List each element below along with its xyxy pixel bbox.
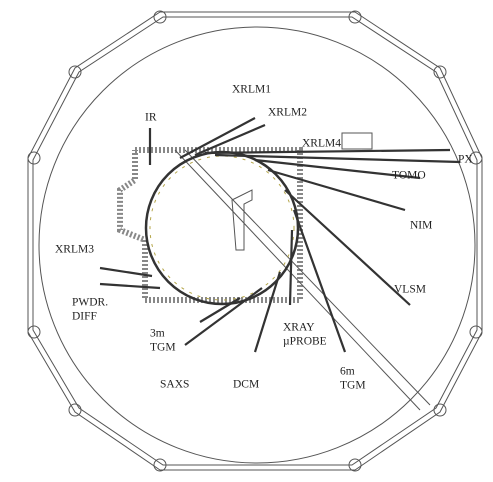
beamline-label: TGM xyxy=(340,380,366,392)
hutch xyxy=(341,132,373,150)
beamline-label: PWDR. xyxy=(72,297,108,309)
shield-wall xyxy=(117,147,303,303)
beamline-label: XRLM4 xyxy=(302,138,341,150)
injector xyxy=(231,189,253,251)
beamline-label: PX xyxy=(458,154,473,166)
beamline-label: TOMO xyxy=(392,170,426,182)
beamline-label: TGM xyxy=(150,342,176,354)
beamline-label: XRLM1 xyxy=(232,84,271,96)
beamline-label: 6m xyxy=(340,366,355,378)
beamline-label: DIFF xyxy=(72,311,97,323)
beamline-label: SAXS xyxy=(160,379,189,391)
hall-outline-inner xyxy=(32,16,478,466)
transfer-line xyxy=(184,149,431,406)
beamline-label: IR xyxy=(145,112,157,124)
beamline-label: NIM xyxy=(410,220,432,232)
beamline-label: XRAY xyxy=(283,322,315,334)
beamline-label: XRLM2 xyxy=(268,107,307,119)
beamline-label: DCM xyxy=(233,379,259,391)
beamline-label: VLSM xyxy=(394,284,426,296)
beamline-label: µPROBE xyxy=(283,336,327,348)
transfer-line xyxy=(174,149,421,411)
labels: IR XRLM1 XRLM2 XRLM4 PX TOMO NIM VLSM XRLM3 PWDR.… xyxy=(55,84,473,392)
beamlines xyxy=(99,117,461,353)
beamline-label: XRLM3 xyxy=(55,244,94,256)
beamline-label: 3m xyxy=(150,328,165,340)
bolts xyxy=(27,10,483,472)
floor-circle xyxy=(38,26,476,464)
storage-ring-magnets xyxy=(149,155,295,301)
